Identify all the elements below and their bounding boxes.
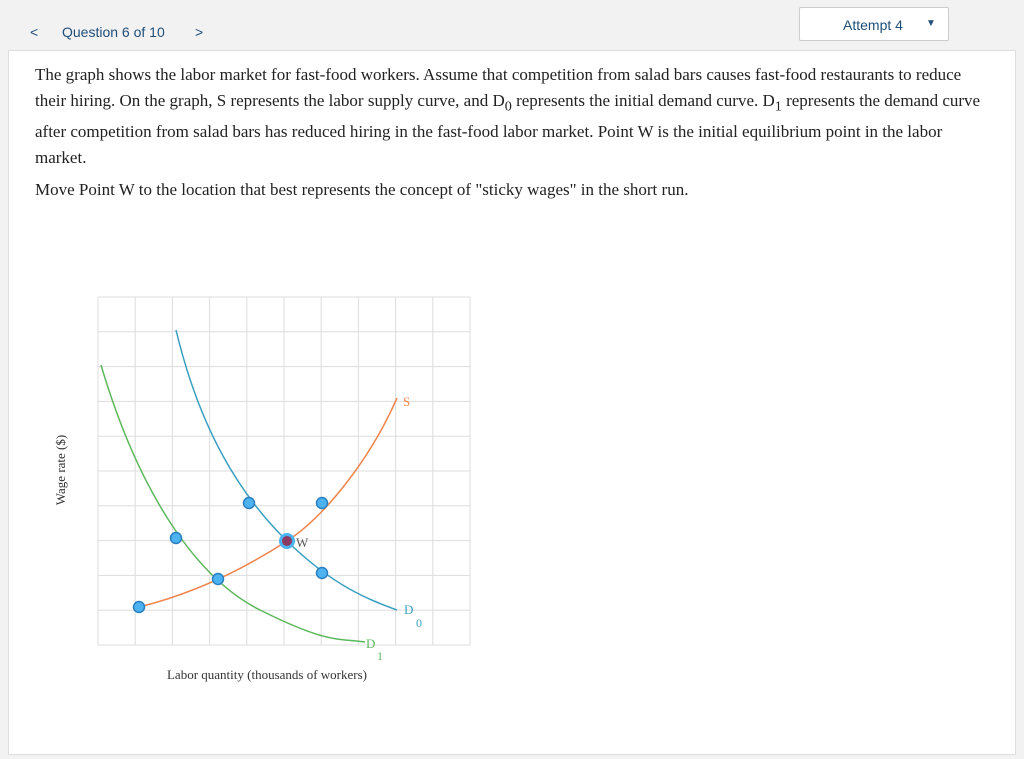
instruction: Move Point W to the location that best r…: [35, 180, 689, 199]
text: represents the demand curve after compet…: [35, 91, 981, 168]
point[interactable]: [169, 531, 183, 545]
question-counter: Question 6 of 10: [62, 24, 165, 40]
attempt-dropdown[interactable]: Attempt 4 ▼: [799, 7, 949, 41]
previous-button[interactable]: <: [30, 24, 39, 40]
point[interactable]: [315, 566, 329, 580]
question-paragraph: The graph shows the labor market for fas…: [35, 62, 995, 171]
subscript: 0: [504, 98, 512, 115]
point[interactable]: [315, 496, 329, 510]
dropdown-arrow: ▼: [926, 18, 936, 29]
point[interactable]: [242, 496, 256, 510]
point[interactable]: [132, 600, 146, 614]
text: represents the initial demand curve. D: [511, 91, 775, 110]
subscript: 1: [774, 98, 782, 115]
attempt-label: Attempt 4: [843, 17, 903, 33]
point[interactable]: [211, 572, 225, 586]
next-button[interactable]: >: [195, 24, 204, 40]
text: The graph shows the labor market for fas…: [35, 65, 962, 110]
point-w[interactable]: [279, 533, 295, 549]
